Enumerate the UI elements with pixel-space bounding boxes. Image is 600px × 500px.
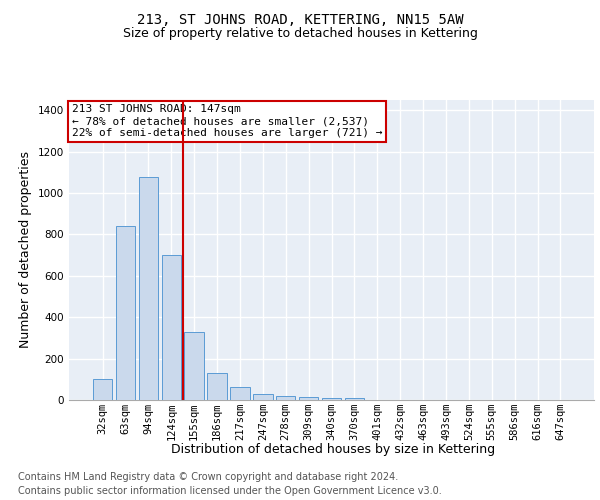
Bar [253,394,272,400]
Y-axis label: Number of detached properties: Number of detached properties [19,152,32,348]
Bar [208,373,227,400]
Bar [299,397,319,400]
Bar [184,332,204,400]
Text: Contains public sector information licensed under the Open Government Licence v3: Contains public sector information licen… [18,486,442,496]
Text: Distribution of detached houses by size in Kettering: Distribution of detached houses by size … [171,442,495,456]
Bar [139,176,158,400]
Text: Size of property relative to detached houses in Kettering: Size of property relative to detached ho… [122,28,478,40]
Bar [276,396,295,400]
Bar [116,226,135,400]
Text: Contains HM Land Registry data © Crown copyright and database right 2024.: Contains HM Land Registry data © Crown c… [18,472,398,482]
Bar [161,255,181,400]
Bar [322,398,341,400]
Text: 213 ST JOHNS ROAD: 147sqm
← 78% of detached houses are smaller (2,537)
22% of se: 213 ST JOHNS ROAD: 147sqm ← 78% of detac… [71,104,382,138]
Bar [344,398,364,400]
Text: 213, ST JOHNS ROAD, KETTERING, NN15 5AW: 213, ST JOHNS ROAD, KETTERING, NN15 5AW [137,12,463,26]
Bar [93,380,112,400]
Bar [230,386,250,400]
